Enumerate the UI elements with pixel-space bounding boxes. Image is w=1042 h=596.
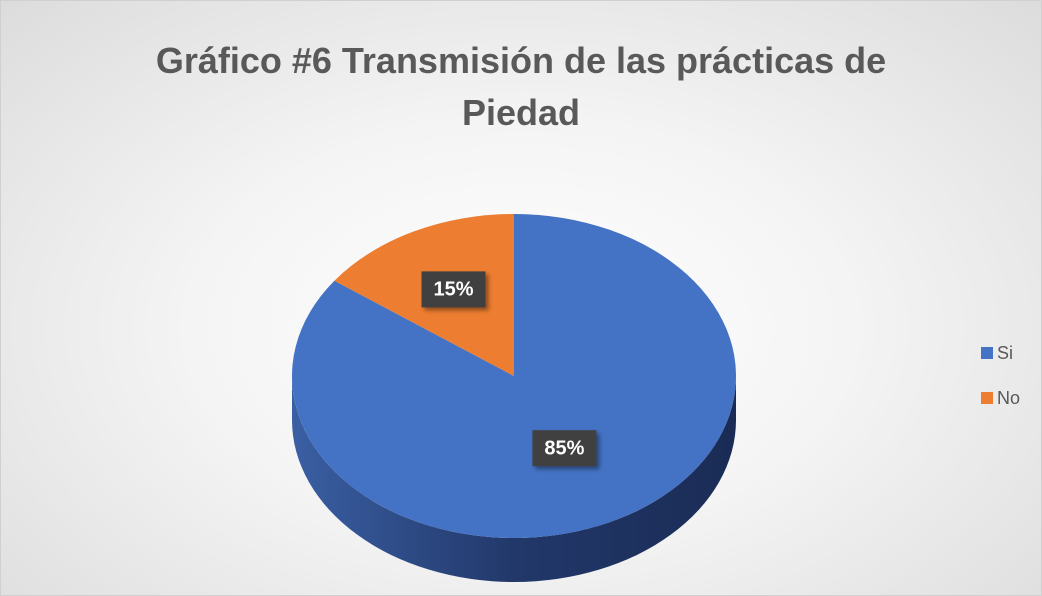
data-label-box bbox=[421, 271, 486, 308]
legend-label: No bbox=[997, 388, 1020, 408]
chart-title: Gráfico #6 Transmisión de las prácticas … bbox=[155, 40, 887, 134]
data-label: 85% bbox=[544, 437, 584, 459]
data-label: 15% bbox=[434, 279, 474, 301]
data-label-box bbox=[532, 430, 597, 467]
legend-swatch bbox=[981, 392, 993, 404]
pie-side bbox=[292, 376, 736, 582]
legend-swatch bbox=[981, 347, 993, 359]
legend-label: Si bbox=[997, 343, 1013, 363]
